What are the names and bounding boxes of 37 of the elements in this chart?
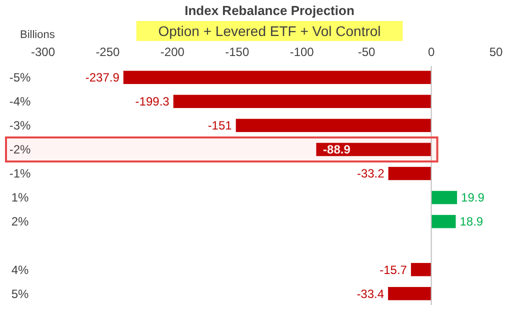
x-tick-label: -100: [290, 45, 314, 59]
x-tick-label: 0: [428, 45, 435, 59]
data-label: 19.9: [461, 190, 485, 205]
bar: [431, 190, 458, 204]
x-tick-label: -200: [160, 45, 185, 59]
data-label: -15.7: [380, 262, 408, 277]
bar: [388, 286, 432, 300]
data-label: -237.9: [85, 70, 120, 85]
bar: [236, 118, 432, 132]
data-label: -33.4: [356, 286, 384, 301]
y-tick-label: -1%: [9, 166, 31, 181]
data-label: -151: [208, 118, 232, 133]
data-label: 18.9: [460, 214, 484, 229]
y-tick-label: 1%: [11, 190, 29, 205]
y-tick-label: 5%: [11, 286, 29, 301]
bar: [123, 70, 432, 84]
bar: [410, 262, 432, 276]
x-tick-label: -300: [30, 45, 56, 59]
x-axis-title: Billions: [20, 29, 56, 41]
data-label: -199.3: [135, 94, 170, 109]
y-tick-label: -2%: [9, 142, 31, 157]
y-tick-label: 2%: [11, 214, 29, 229]
x-tick-label: -150: [225, 45, 250, 59]
x-tick-label: 50: [489, 45, 503, 59]
y-tick-label: -5%: [9, 70, 31, 85]
x-tick-label: -250: [96, 45, 120, 59]
y-tick-label: -3%: [9, 118, 31, 133]
data-label: -33.2: [356, 166, 385, 181]
chart-subtitle: Option + Levered ETF + Vol Control: [158, 23, 381, 39]
data-label: -88.9: [323, 142, 351, 157]
bar: [431, 214, 456, 228]
y-tick-label: 4%: [11, 262, 29, 277]
x-tick-label: -50: [358, 45, 376, 59]
bar: [173, 94, 432, 108]
y-tick-label: -4%: [9, 94, 31, 109]
chart-title: Index Rebalance Projection: [184, 3, 354, 18]
bar: [388, 166, 432, 180]
